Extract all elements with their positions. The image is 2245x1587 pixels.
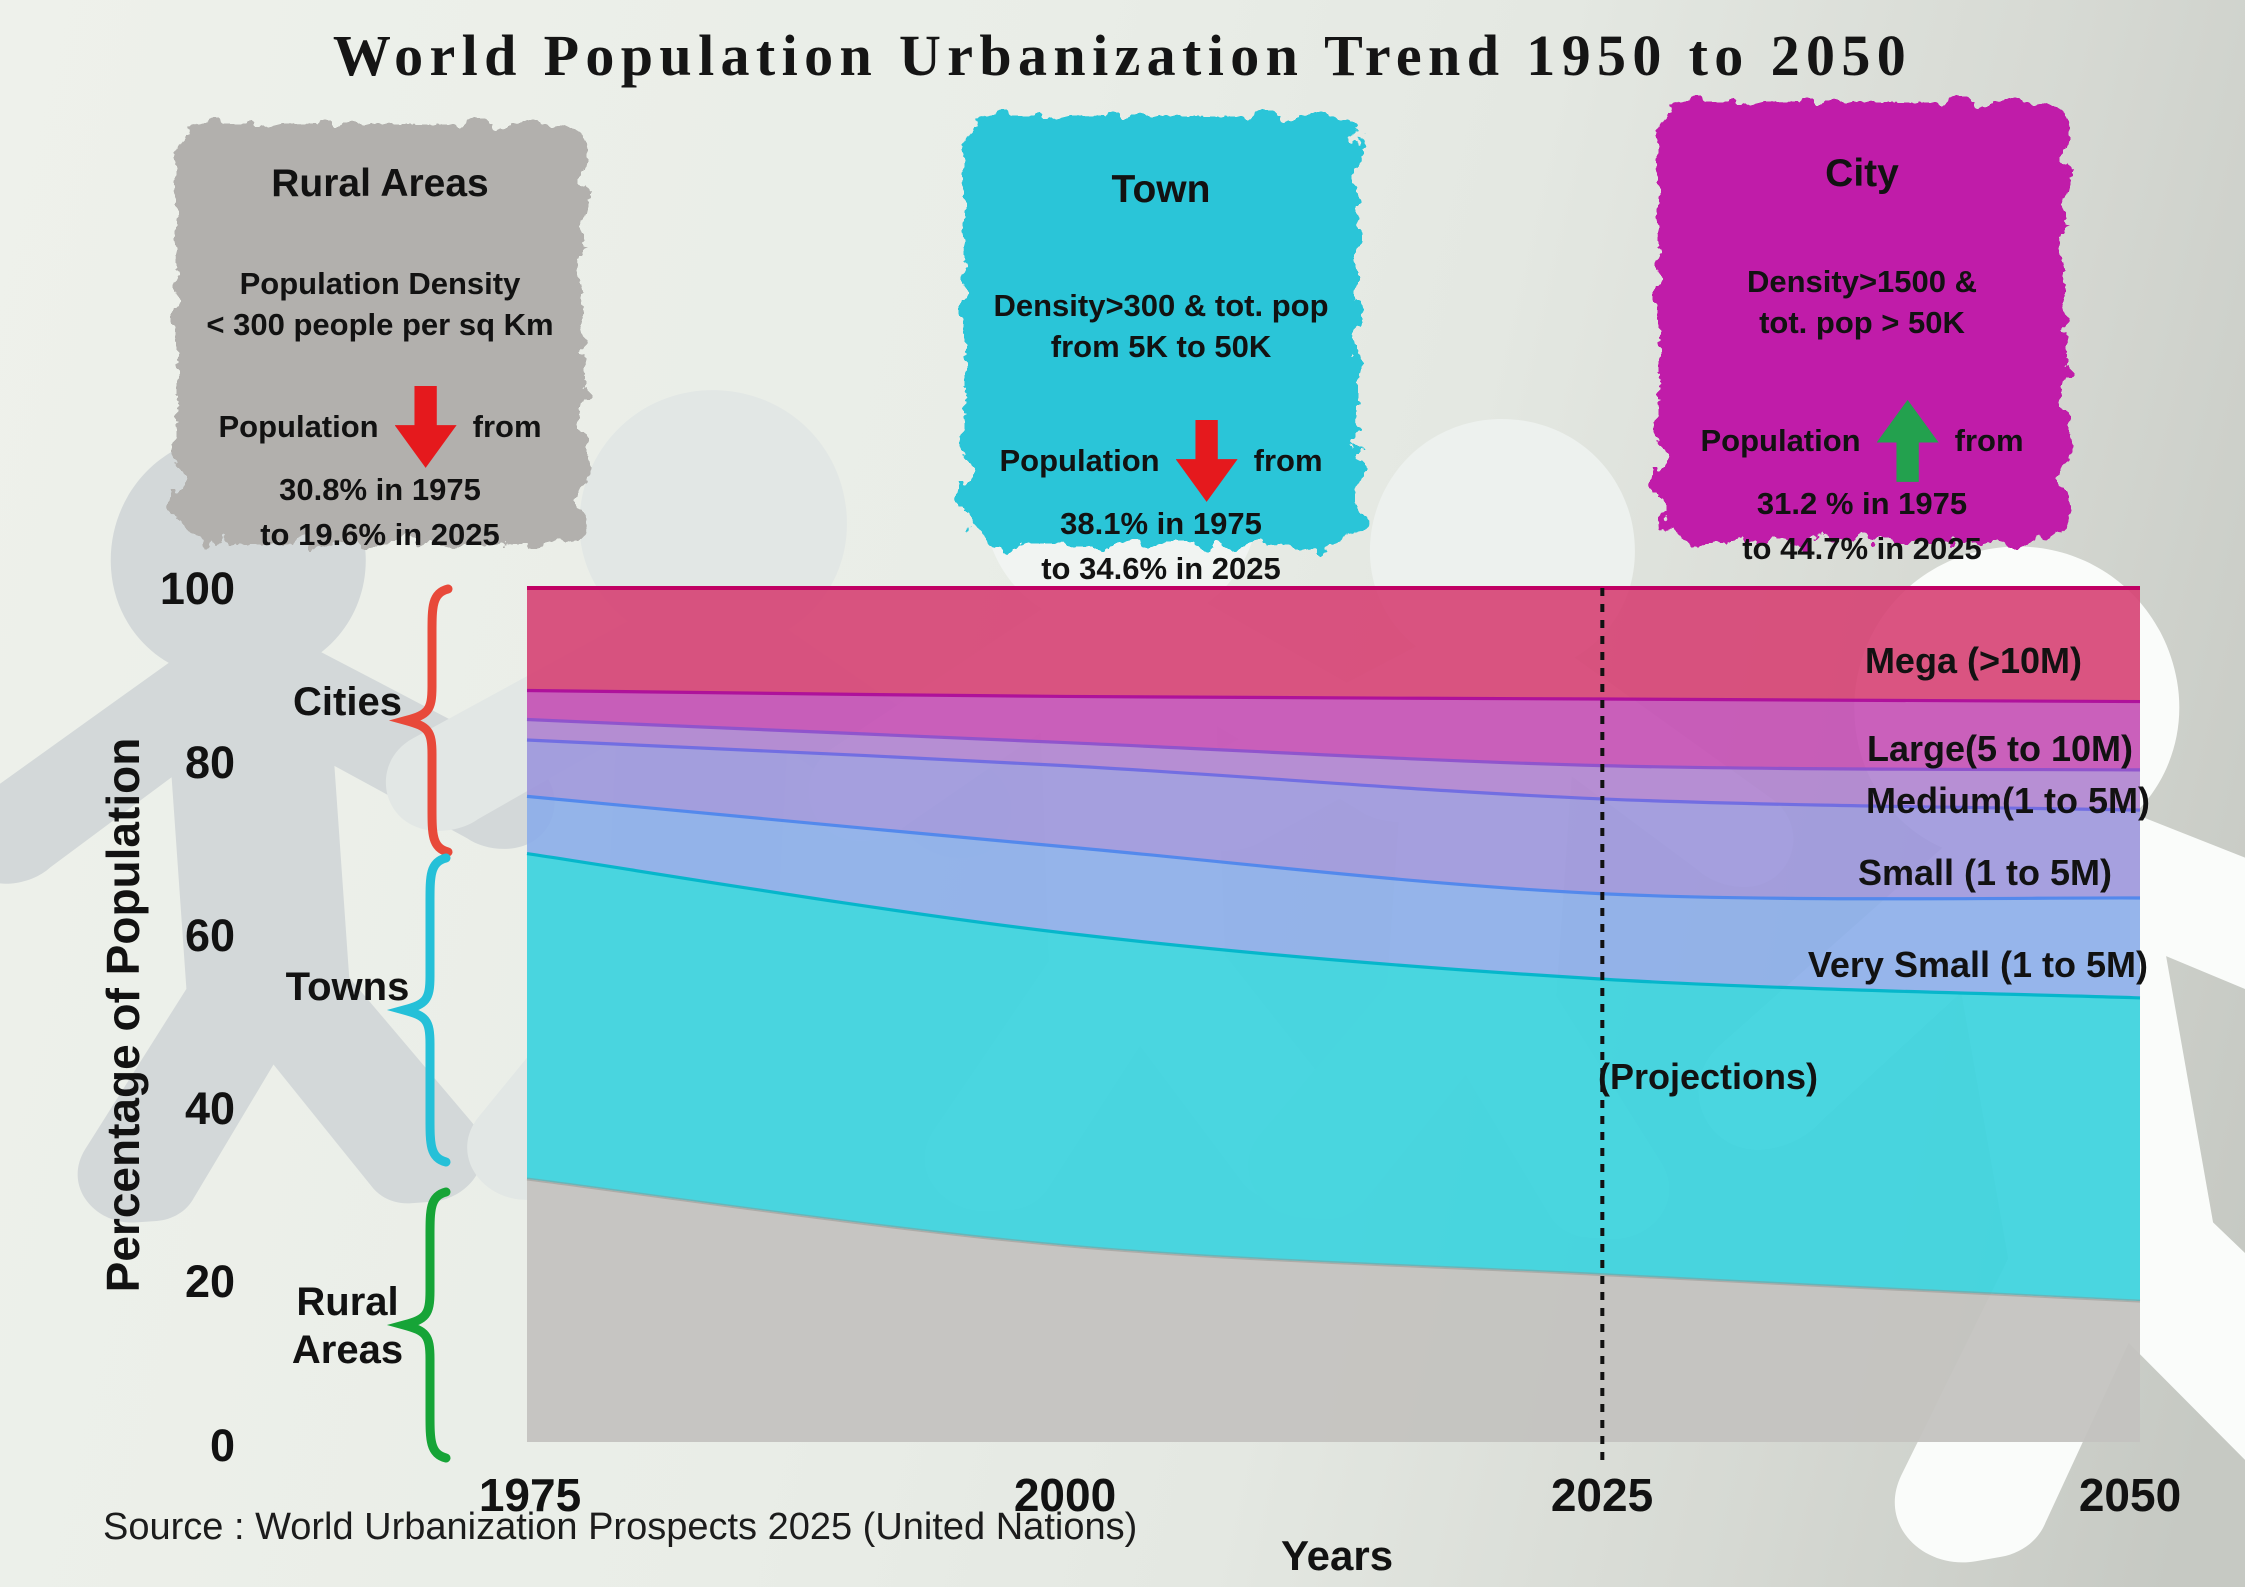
town-value-line1: 38.1% in 1975 [1060,505,1262,541]
brace-cities [388,584,453,857]
band-boundary-line [526,794,2141,901]
x-tick-2025: 2025 [1550,1469,1654,1521]
rural-info-box: Rural Areas Population Density < 300 peo… [168,116,592,552]
brace-label-rural-line2: Areas [291,1328,404,1372]
rural-box-description: Population Density < 300 people per sq K… [206,264,553,346]
band-boundary-line [526,717,2141,772]
projections-label: (Projections) [1598,1056,1819,1097]
brace-label-towns: Towns [285,965,410,1009]
y-tick-100: 100 [159,563,235,614]
y-tick-40: 40 [184,1083,235,1134]
city-population-row: Population from [1700,399,2024,482]
town-info-box: Town Density>300 & tot. pop from 5K to 5… [956,108,1366,586]
brace-label-rural-line1: Rural [296,1280,399,1324]
area-band-mega-cities [527,588,2140,702]
band-label-very-small: Very Small (1 to 5M) [1807,944,2148,985]
rural-desc-line2: < 300 people per sq Km [206,306,554,342]
town-population-word: Population [999,442,1160,478]
city-desc-line1: Density>1500 & [1746,264,1978,299]
band-boundary-line [526,738,2141,812]
city-info-box: City Density>1500 & tot. pop > 50K Popul… [1650,94,2074,566]
rural-desc-line1: Population Density [239,266,521,301]
rural-info-box-background [176,124,584,544]
y-tick-60: 60 [184,910,235,961]
band-label-large: Large(5 to 10M) [1866,728,2133,769]
brace-label-cities: Cities [293,680,402,724]
brace-rural [386,1187,451,1463]
city-desc-line2: tot. pop > 50K [1759,304,1965,340]
band-label-small: Small (1 to 5M) [1857,852,2112,893]
town-population-row: Population from [999,419,1323,502]
area-band-large-cities [527,690,2140,770]
town-box-title: Town [1111,168,1211,211]
x-tick-1975: 1975 [478,1469,582,1521]
rural-box-title: Rural Areas [271,162,489,205]
y-tick-0: 0 [209,1420,235,1471]
x-axis-title: Years [1280,1532,1394,1579]
band-boundary-line [526,1177,2141,1303]
city-info-box-background [1658,102,2066,542]
town-info-box-background [964,116,1358,546]
city-from-word: from [1954,422,2024,458]
city-value-line1: 31.2 % in 1975 [1756,485,1968,521]
rural-value-line1: 30.8% in 1975 [279,471,481,507]
y-tick-80: 80 [184,737,235,788]
brace-towns [386,853,451,1167]
town-from-word: from [1253,442,1323,478]
rural-population-word: Population [218,408,379,444]
area-band-small-cities [527,740,2140,899]
area-band-rural-areas [527,1178,2140,1442]
town-value-line2: to 34.6% in 2025 [1041,550,1281,586]
area-band-towns [527,853,2140,1302]
area-band-very-small-cities [527,796,2140,998]
band-label-medium: Medium(1 to 5M) [1866,780,2150,821]
city-population-word: Population [1700,422,1861,458]
area-band-medium-cities [527,719,2140,811]
rural-value-line2: to 19.6% in 2025 [260,516,500,552]
city-box-title: City [1825,152,1899,195]
city-box-description: Density>1500 & tot. pop > 50K [1747,262,1977,344]
page-title: World Population Urbanization Trend 1950… [332,23,1913,88]
brace-label-rural-areas: Rural Areas [250,1278,445,1374]
town-box-description: Density>300 & tot. pop from 5K to 50K [993,286,1328,368]
band-label-mega: Mega (>10M) [1864,640,2082,681]
band-boundary-line [526,852,2141,1000]
x-tick-2050: 2050 [2078,1469,2182,1521]
y-tick-20: 20 [184,1256,235,1307]
town-desc-line2: from 5K to 50K [1050,328,1272,364]
rural-population-row: Population from [218,385,542,468]
band-boundary-line [526,688,2141,704]
town-desc-line1: Density>300 & tot. pop [993,288,1329,323]
rural-from-word: from [472,408,542,444]
x-tick-2000: 2000 [1013,1469,1117,1521]
source-note: Source : World Urbanization Prospects 20… [103,1506,1138,1548]
city-value-line2: to 44.7% in 2025 [1742,530,1982,566]
